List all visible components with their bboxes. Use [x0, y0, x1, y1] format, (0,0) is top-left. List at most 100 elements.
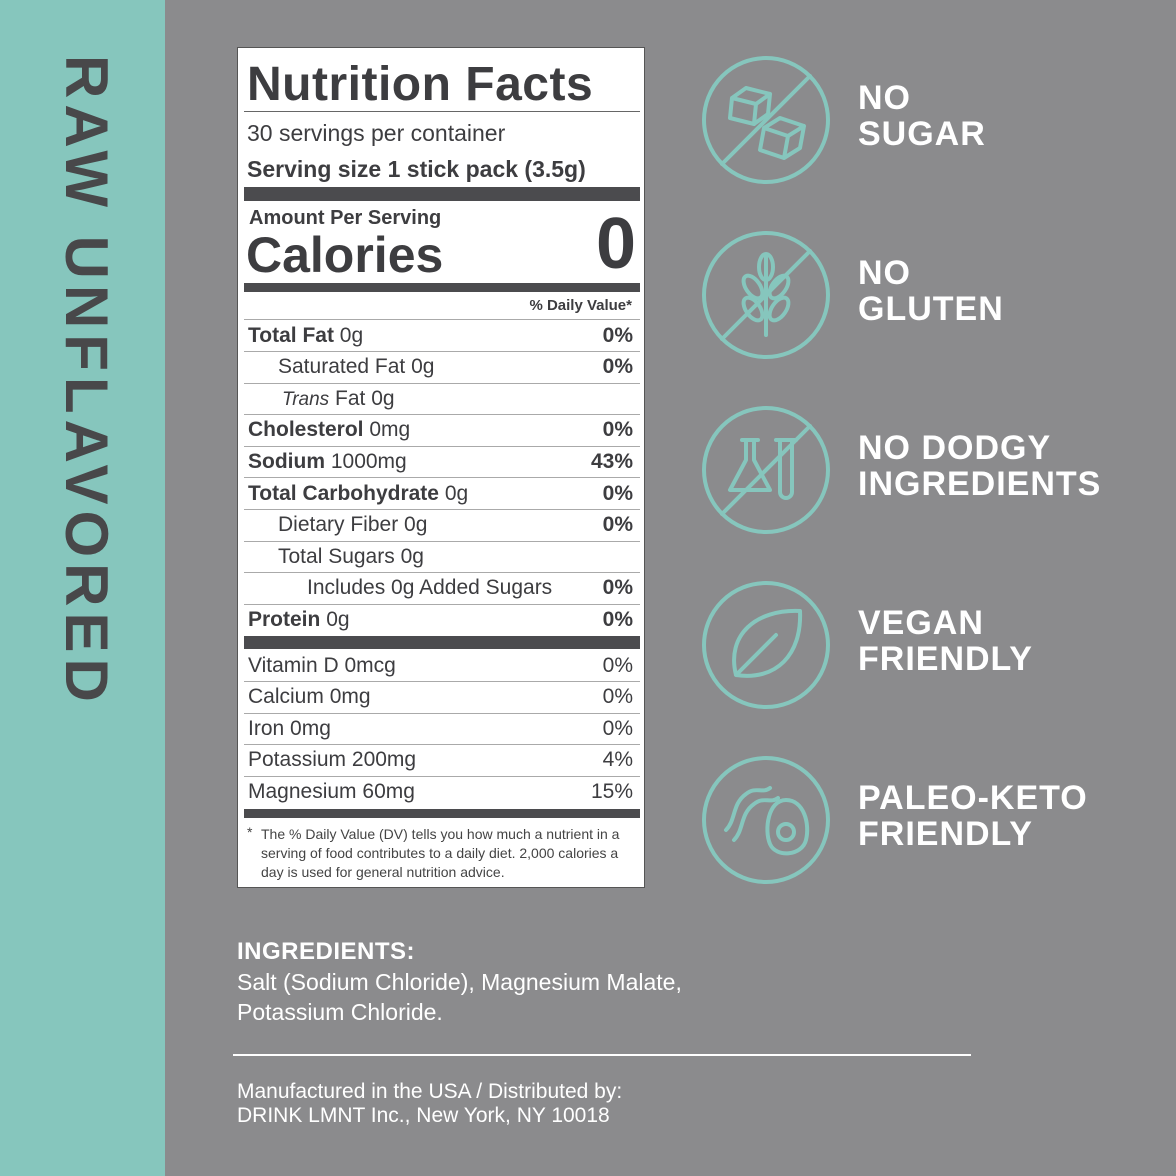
daily-value: 0%	[602, 716, 633, 740]
nutrition-panel: Nutrition Facts 30 servings per containe…	[237, 47, 645, 888]
mineral-row: Vitamin D 0mcg 0%	[248, 650, 633, 681]
amount-per-serving: Amount Per Serving	[249, 207, 442, 229]
nutrient-name: Protein	[248, 607, 321, 631]
badge-line: NO	[858, 254, 911, 292]
nutrient-name: Total Carbohydrate	[248, 481, 439, 505]
mineral-row: Iron 0mg 0%	[248, 713, 633, 744]
nutrient-row: Dietary Fiber 0g 0%	[248, 510, 633, 541]
nutrient-name-group: Dietary Fiber 0g	[248, 513, 427, 537]
nutrient-name-group: Cholesterol 0mg	[248, 418, 410, 442]
side-label: RAW UNFLAVORED	[53, 55, 120, 708]
daily-value: 0%	[602, 685, 633, 709]
badge-line: VEGAN	[858, 604, 984, 642]
nutrient-row: Protein 0g 0%	[248, 604, 633, 635]
nutrient-name: Saturated Fat	[278, 355, 406, 379]
rule	[244, 445, 640, 447]
badge-line: NO	[858, 79, 911, 117]
medium-bar	[244, 283, 640, 292]
nutrient-name-group: Protein 0g	[248, 608, 350, 632]
badge-icons	[702, 56, 830, 884]
mineral-amount: 200mg	[351, 748, 417, 772]
nutrient-amount: 0g	[371, 386, 395, 410]
rule	[244, 414, 640, 416]
daily-value: 4%	[602, 748, 633, 772]
footer-line: DRINK LMNT Inc., New York, NY 10018	[237, 1104, 610, 1127]
nutrient-amount: 0g	[400, 544, 424, 568]
rule	[244, 681, 640, 682]
nutrient-row: Includes 0g Added Sugars 0%	[248, 573, 633, 604]
nutrient-amount: 1000mg	[330, 449, 407, 473]
daily-value: 0%	[602, 576, 633, 600]
mineral-name-group: Potassium 200mg	[248, 748, 416, 772]
daily-value: 0%	[602, 653, 633, 677]
badge-line: FRIENDLY	[858, 815, 1033, 853]
rule	[244, 572, 640, 574]
footnote-mark: *	[247, 824, 253, 840]
nutrient-name-group: Total Sugars 0g	[248, 545, 424, 569]
calories-value: 0	[595, 204, 636, 284]
mineral-name-group: Vitamin D 0mcg	[248, 654, 396, 678]
nutrient-amount: 0g	[339, 323, 364, 347]
badge-label: VEGAN FRIENDLY	[858, 605, 1033, 677]
nutrient-name-group: Total Fat 0g	[248, 324, 363, 348]
nutrient-amount: 0g	[404, 513, 428, 537]
rule	[244, 319, 640, 320]
mineral-name: Vitamin D	[248, 653, 339, 677]
mineral-name-group: Calcium 0mg	[248, 685, 371, 709]
mineral-amount: 60mg	[362, 779, 415, 803]
mineral-amount: 0mg	[290, 716, 331, 740]
nutrient-row: Total Sugars 0g	[248, 541, 633, 572]
mineral-name: Magnesium	[248, 779, 357, 803]
daily-value: 0%	[602, 513, 633, 537]
nutrient-row: Cholesterol 0mg 0%	[248, 415, 633, 446]
nutrient-name: Sodium	[248, 449, 325, 473]
ingredients-heading: INGREDIENTS:	[237, 938, 416, 965]
divider	[233, 1054, 971, 1056]
thick-bar	[244, 187, 640, 201]
rule	[244, 382, 640, 384]
footnote: The % Daily Value (DV) tells you how muc…	[261, 826, 620, 880]
calories-label: Calories	[246, 227, 444, 283]
nutrient-amount: 0mg	[369, 418, 411, 442]
nutrient-name: Includes 0g Added Sugars	[307, 576, 553, 600]
medium-bar	[244, 809, 640, 818]
mineral-name-group: Iron 0mg	[248, 717, 331, 741]
nutrient-name: Dietary Fiber	[278, 513, 399, 537]
nutrient-name: Fat	[335, 386, 366, 410]
daily-value: 0%	[602, 418, 633, 442]
mineral-row: Calcium 0mg 0%	[248, 682, 633, 713]
mineral-name: Potassium	[248, 748, 347, 772]
badge-line: SUGAR	[858, 115, 986, 153]
nutrient-name-group: Sodium 1000mg	[248, 450, 407, 474]
badge-label: NO SUGAR	[858, 80, 986, 152]
mineral-row: Magnesium 60mg 15%	[248, 776, 633, 807]
daily-value: 0%	[602, 355, 633, 379]
mineral-name: Calcium	[248, 685, 324, 709]
nutrient-row: Trans Fat 0g	[248, 383, 633, 414]
side-strip	[0, 0, 165, 1176]
daily-value: 0%	[602, 481, 633, 505]
serving-size: Serving size 1 stick pack (3.5g)	[247, 156, 586, 182]
daily-value: 0%	[602, 607, 633, 631]
mineral-amount: 0mg	[329, 685, 371, 709]
badge-line: GLUTEN	[858, 290, 1004, 328]
badge-line: PALEO-KETO	[858, 779, 1088, 817]
icon-vegan	[702, 581, 830, 709]
nutrient-name-italic: Trans	[282, 388, 330, 410]
nutrient-row: Total Fat 0g 0%	[248, 320, 633, 351]
rule	[244, 775, 640, 777]
icon-no-sugar	[702, 56, 830, 184]
mineral-name-group: Magnesium 60mg	[248, 780, 415, 804]
mineral-row: Potassium 200mg 4%	[248, 745, 633, 776]
icon-no-gluten	[702, 231, 830, 359]
nutrient-amount: 0g	[326, 607, 350, 631]
ingredients-line: Potassium Chloride.	[237, 999, 443, 1025]
daily-value: 0%	[602, 323, 633, 347]
nutrient-name: Total Fat	[248, 323, 334, 347]
badge-line: INGREDIENTS	[858, 465, 1102, 503]
daily-value: 15%	[590, 779, 633, 803]
nutrient-name-group: Total Carbohydrate 0g	[248, 482, 468, 506]
nutrient-name-group: Includes 0g Added Sugars	[248, 576, 552, 600]
rule	[244, 540, 640, 542]
